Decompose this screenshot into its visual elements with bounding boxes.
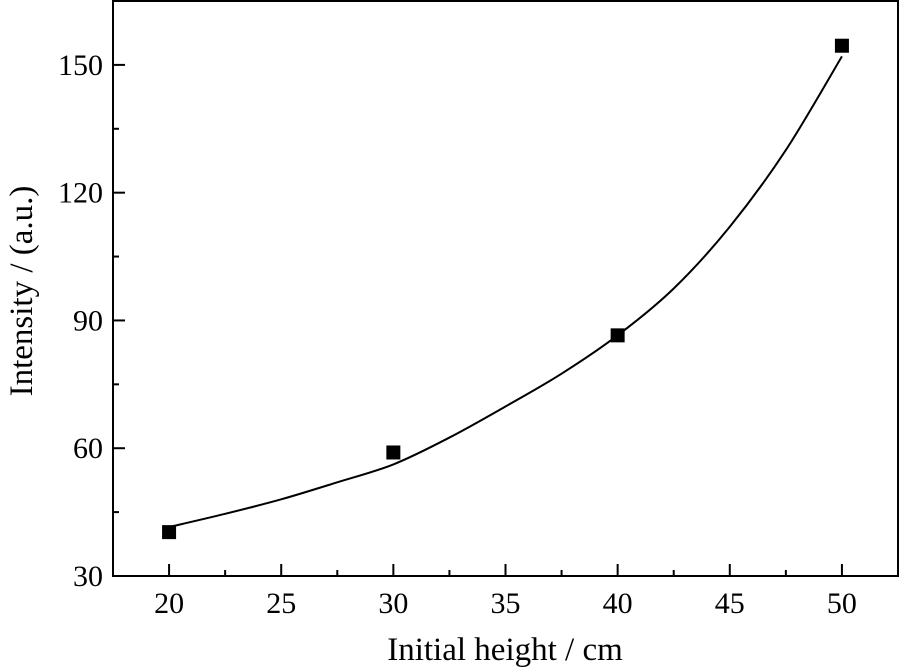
data-point (834, 38, 849, 53)
y-axis: 30 60 90 120 150 (58, 49, 125, 593)
y-tick-label: 150 (58, 49, 103, 82)
plot-frame (112, 0, 899, 577)
x-tick-label: 30 (378, 587, 408, 620)
x-axis-title: Initial height / cm (387, 632, 623, 668)
x-tick-label: 20 (154, 587, 184, 620)
y-tick-label: 90 (73, 304, 103, 337)
data-point (610, 328, 625, 343)
x-tick-label: 40 (603, 587, 633, 620)
data-point (386, 445, 401, 460)
data-points (162, 38, 849, 540)
y-axis-title: Intensity / (a.u.) (4, 186, 40, 397)
x-axis: 20 25 30 35 40 45 50 (154, 564, 857, 620)
y-tick-label: 30 (73, 560, 103, 593)
x-tick-label: 25 (266, 587, 296, 620)
x-tick-label: 45 (715, 587, 745, 620)
data-point (162, 525, 177, 540)
y-tick-label: 120 (58, 177, 103, 210)
x-tick-label: 50 (827, 587, 857, 620)
x-tick-label: 35 (491, 587, 521, 620)
y-tick-label: 60 (73, 432, 103, 465)
fit-curve (168, 55, 843, 528)
